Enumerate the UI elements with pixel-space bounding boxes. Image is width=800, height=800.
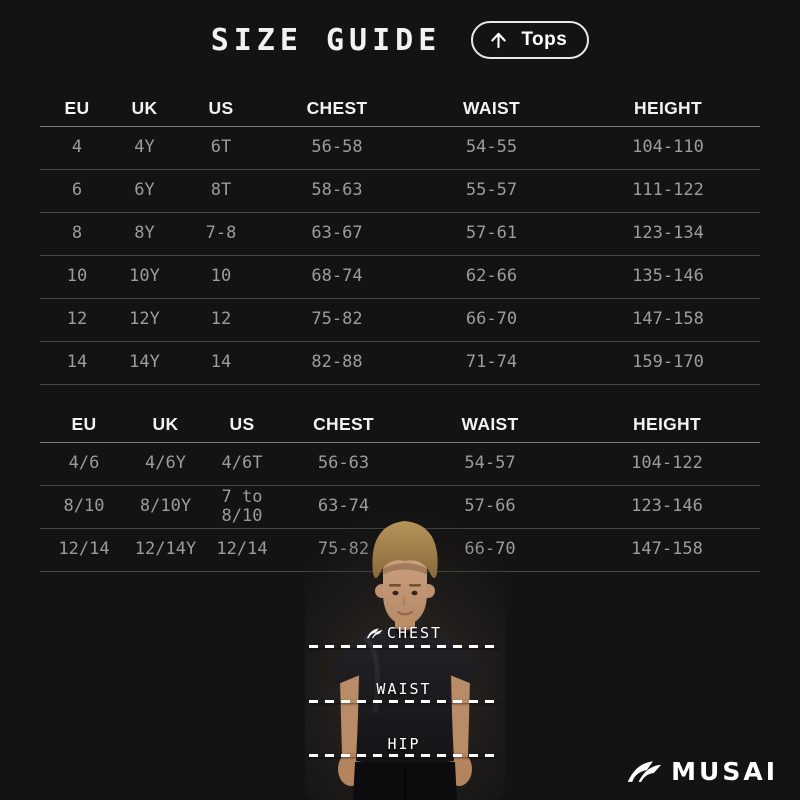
table-row: 12 12Y 12 75-82 66-70 147-158 [40,299,760,342]
table-cell: 68-74 [311,266,363,287]
chest-dashed-line [309,645,499,648]
table-row: 10 10Y 10 68-74 62-66 135-146 [40,256,760,299]
table-row: 8 8Y 7-8 63-67 57-61 123-134 [40,213,760,256]
table-cell: 12/14Y [134,539,197,560]
table-cell: 4/6Y [145,453,186,474]
table-cell: 6 [71,180,83,201]
waist-label-text: WAIST [376,680,432,698]
table-cell: 63-67 [311,223,363,244]
table-cell: 57-66 [464,496,516,517]
table-cell: 10Y [129,266,160,287]
table-cell: 12 [66,309,88,330]
table-cell: 123-134 [632,223,704,244]
table-cell: 159-170 [632,352,704,373]
table-cell: 104-110 [632,137,704,158]
table-cell: 14Y [129,352,160,373]
table-cell: 8Y [134,223,155,244]
tops-badge-label: Tops [521,29,568,50]
table-cell: 4 [71,137,83,158]
table-cell: 54-55 [465,137,518,158]
table-cell: 82-88 [311,352,363,373]
table-cell: 62-66 [465,266,518,287]
table-cell: 7 to 8/10 [221,486,263,526]
table-cell: 54-57 [464,453,516,474]
table-cell: 6T [210,137,232,158]
table-cell: 8/10Y [139,496,192,517]
column-header: US [229,413,255,434]
table-cell: 4Y [134,137,155,158]
table-cell: 75-82 [311,309,363,330]
hip-label-text: HIP [387,735,421,753]
tops-badge[interactable]: Tops [471,21,590,59]
arrow-up-icon [488,30,509,51]
column-header: UK [152,413,179,434]
brand-logo: musai [626,759,778,784]
table-body: 4 4Y 6T 56-58 54-55 104-110 6 6Y 8T 58-63 55-57 111… [40,127,760,385]
table-cell: 111-122 [632,180,704,201]
table-cell: 4/6 [68,453,100,474]
table-header-row: EU UK US CHEST WAIST HEIGHT [40,90,760,127]
table-cell: 8 [71,223,83,244]
table-cell: 147-158 [632,309,704,330]
boy-model-photo [267,513,543,800]
chest-label-text: CHEST [386,624,443,642]
table-cell: 12/14 [216,539,268,560]
table-cell: 14 [66,352,88,373]
table-row: 4 4Y 6T 56-58 54-55 104-110 [40,127,760,170]
table-cell: 8T [210,180,232,201]
table-row: 14 14Y 14 82-88 71-74 159-170 [40,342,760,385]
table-cell: 147-158 [631,539,703,560]
table-cell: 56-58 [311,137,363,158]
column-header: CHEST [306,97,368,118]
table-cell: 55-57 [465,180,518,201]
column-header: HEIGHT [633,413,701,434]
header: SIZE GUIDE Tops [0,18,800,62]
table-row: 8/10 8/10Y 7 to 8/10 63-74 57-66 123-146 [40,486,760,529]
table-row: 6 6Y 8T 58-63 55-57 111-122 [40,170,760,213]
table-header-row: EU UK US CHEST WAIST HEIGHT [40,406,760,443]
column-header: WAIST [461,413,519,434]
column-header: HEIGHT [634,97,702,118]
table-cell: 12/14 [58,539,110,560]
table-cell: 135-146 [632,266,704,287]
column-header: CHEST [313,413,374,434]
waist-measure-label: WAIST [309,680,499,698]
brand-wordmark: musai [671,757,778,786]
column-header: EU [71,413,97,434]
table-cell: 63-74 [317,496,370,517]
table-cell: 14 [210,352,232,373]
table-cell: 66-70 [465,309,518,330]
table-cell: 104-122 [631,453,703,474]
column-header: US [208,97,234,118]
table-cell: 123-146 [631,496,703,517]
column-header: WAIST [463,97,520,118]
column-header: EU [64,97,90,118]
table-cell: 10 [66,266,88,287]
table-cell: 71-74 [465,352,518,373]
table-cell: 8/10 [63,496,105,517]
hip-measure-label: HIP [309,735,499,753]
musai-bird-icon [626,760,662,784]
waist-dashed-line [309,700,499,703]
table-cell: 7-8 [205,223,237,244]
individual-sizes-table: EU UK US CHEST WAIST HEIGHT 4 4Y 6T 56-58 54-55 10… [40,90,760,385]
table-cell: 4/6T [221,453,263,474]
table-row: 4/6 4/6Y 4/6T 56-63 54-57 104-122 [40,443,760,486]
chest-measure-label: CHEST [309,624,499,642]
table-cell: 58-63 [311,180,363,201]
column-header: UK [131,97,158,118]
table-cell: 57-61 [465,223,518,244]
brand-bird-icon [366,627,383,639]
table-cell: 12 [210,309,232,330]
page-title: SIZE GUIDE [210,22,442,58]
table-cell: 12Y [129,309,160,330]
table-cell: 56-63 [317,453,370,474]
hip-dashed-line [309,754,499,757]
table-cell: 6Y [134,180,155,201]
table-cell: 10 [210,266,232,287]
